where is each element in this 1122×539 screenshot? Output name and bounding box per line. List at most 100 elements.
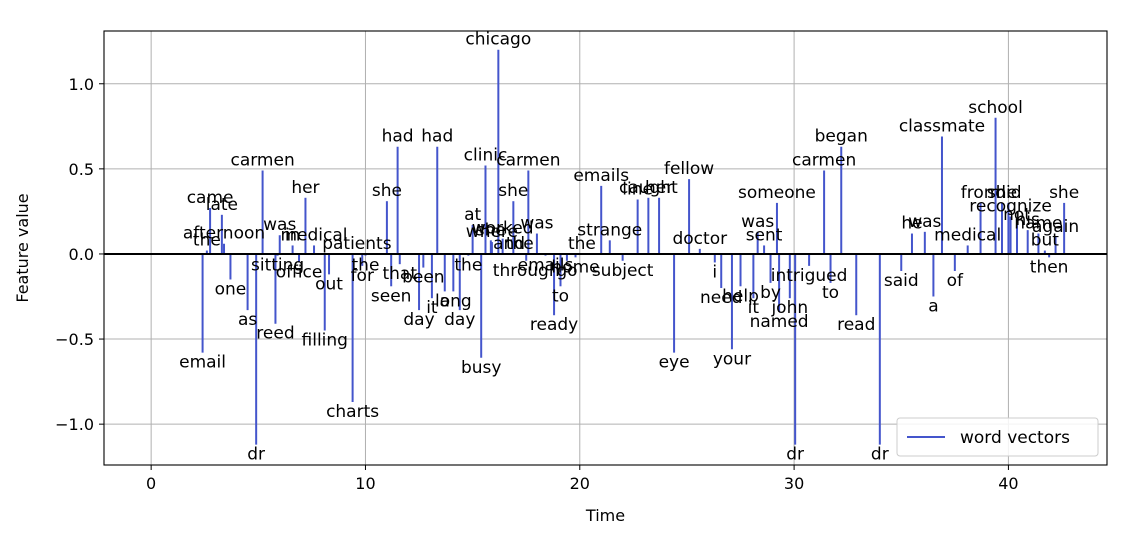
word-label: subject bbox=[592, 261, 654, 281]
word-label: she bbox=[1049, 183, 1079, 203]
word-label: worked bbox=[472, 219, 534, 239]
word-label: strange bbox=[577, 220, 642, 240]
x-axis-ticks: 0 10 20 30 40 bbox=[146, 465, 1019, 493]
x-tick-label: 0 bbox=[146, 474, 156, 493]
word-label: your bbox=[713, 349, 751, 369]
legend-label: word vectors bbox=[960, 428, 1070, 448]
word-label: carmen bbox=[792, 151, 856, 171]
word-label: was bbox=[741, 212, 774, 232]
word-label: the bbox=[506, 234, 534, 254]
word-label: email bbox=[179, 353, 226, 373]
word-label: sitting bbox=[251, 256, 304, 276]
word-label: said bbox=[884, 271, 919, 291]
legend-box bbox=[896, 417, 1099, 457]
word-label: through bbox=[493, 261, 560, 281]
word-label: home bbox=[551, 257, 599, 277]
word-label: dr bbox=[786, 445, 804, 465]
word-label: a bbox=[440, 291, 450, 311]
word-label: the bbox=[568, 234, 596, 254]
word-label: one bbox=[215, 279, 247, 299]
word-label: the bbox=[454, 256, 482, 276]
word-label: was bbox=[263, 215, 296, 235]
word-label: doctor bbox=[672, 229, 727, 249]
word-label: the bbox=[352, 256, 380, 276]
word-label: by bbox=[760, 283, 781, 303]
word-label: as bbox=[238, 310, 257, 330]
word-label: to bbox=[822, 283, 839, 303]
word-label: go bbox=[556, 261, 577, 281]
word-label: intrigued bbox=[771, 266, 848, 286]
word-label: classmate bbox=[899, 117, 985, 137]
word-label: name bbox=[1014, 214, 1062, 234]
word-label: long bbox=[435, 291, 472, 311]
word-label: a bbox=[928, 297, 938, 317]
word-label: named bbox=[750, 312, 809, 332]
y-tick-label: 0.5 bbox=[69, 160, 94, 179]
x-tick-label: 30 bbox=[784, 474, 804, 493]
word-label: help bbox=[722, 286, 759, 306]
word-label: was bbox=[520, 214, 553, 234]
word-label: came bbox=[187, 188, 234, 208]
word-label: to bbox=[552, 286, 569, 306]
word-label: he bbox=[901, 214, 922, 234]
word-label: she bbox=[987, 183, 1017, 203]
word-label: at bbox=[464, 205, 481, 225]
word-label: not bbox=[1003, 205, 1031, 225]
y-axis-ticks: −1.0 −0.5 0.0 0.5 1.0 bbox=[55, 75, 104, 434]
word-label: recognize bbox=[969, 197, 1052, 217]
word-label: clinic bbox=[464, 145, 508, 165]
word-label: john bbox=[770, 298, 808, 318]
y-tick-label: 0.0 bbox=[69, 245, 94, 264]
x-axis-label: Time bbox=[585, 506, 625, 525]
word-label: seen bbox=[371, 286, 412, 306]
word-label: his bbox=[1016, 210, 1040, 230]
word-label: of bbox=[947, 271, 964, 291]
plot-frame bbox=[103, 30, 1108, 466]
word-label: she bbox=[476, 220, 506, 240]
word-label: it bbox=[426, 298, 438, 318]
grid-lines bbox=[104, 31, 1107, 465]
word-label: her bbox=[291, 178, 319, 198]
word-label: reed bbox=[256, 324, 294, 344]
word-label: dr bbox=[247, 445, 265, 465]
word-label: she bbox=[372, 181, 402, 201]
word-label: line bbox=[622, 179, 653, 199]
legend: word vectors bbox=[896, 417, 1099, 457]
word-label: fellow bbox=[664, 159, 714, 179]
word-label: for bbox=[351, 266, 374, 286]
word-label: her bbox=[645, 178, 673, 198]
word-label: from bbox=[961, 183, 1001, 203]
y-axis-label: Feature value bbox=[13, 193, 32, 302]
word-label: had bbox=[382, 127, 414, 147]
word-label: emails bbox=[518, 256, 574, 276]
y-tick-label: −1.0 bbox=[55, 415, 94, 434]
word-label: office bbox=[276, 262, 323, 282]
word-label: i bbox=[712, 262, 717, 282]
word-label: been bbox=[402, 268, 444, 288]
word-label: afternoon bbox=[183, 224, 265, 244]
word-label: then bbox=[1030, 257, 1069, 277]
word-label: charts bbox=[326, 402, 379, 422]
word-label: read bbox=[837, 315, 875, 335]
x-tick-label: 10 bbox=[355, 474, 375, 493]
word-label: the bbox=[193, 231, 221, 251]
word-label: medical bbox=[934, 225, 1001, 245]
word-label: caught bbox=[619, 178, 678, 198]
word-label: need bbox=[700, 288, 742, 308]
y-tick-label: 1.0 bbox=[69, 75, 94, 94]
word-label: ready bbox=[530, 315, 578, 335]
word-label: carmen bbox=[230, 151, 294, 171]
word-label: carmen bbox=[496, 151, 560, 171]
word-label: where bbox=[466, 222, 518, 242]
word-label: filling bbox=[302, 331, 348, 351]
word-label: day bbox=[444, 310, 475, 330]
word-label: day bbox=[403, 310, 434, 330]
x-tick-label: 40 bbox=[998, 474, 1018, 493]
word-label: began bbox=[815, 127, 868, 147]
word-label: school bbox=[968, 98, 1023, 118]
x-tick-label: 20 bbox=[570, 474, 590, 493]
word-label: did bbox=[995, 183, 1021, 203]
word-label: again bbox=[1032, 217, 1079, 237]
